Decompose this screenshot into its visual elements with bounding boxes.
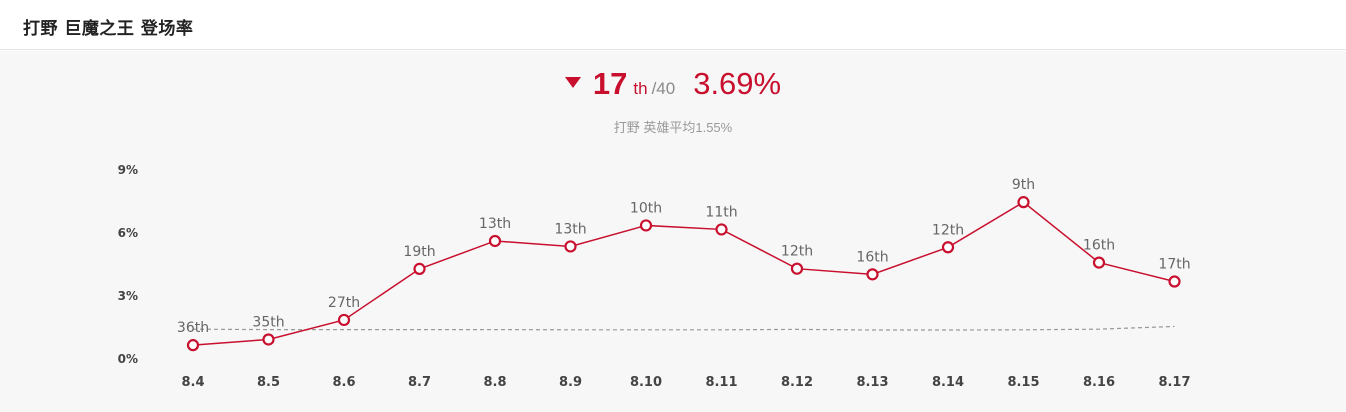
data-label: 13th [554, 221, 586, 237]
data-label: 27th [328, 295, 360, 311]
pick-rate-line [192, 201, 1175, 346]
data-point [186, 339, 200, 352]
data-label: 12th [781, 244, 813, 260]
data-point [1092, 256, 1106, 269]
rank-summary: 17 th/40 3.69% [0, 66, 1346, 106]
data-point [790, 262, 804, 275]
data-label: 19th [403, 244, 435, 260]
pick-rate-value: 3.69% [693, 66, 782, 101]
y-tick-label: 6% [118, 226, 138, 240]
data-label: 13th [479, 216, 511, 232]
x-tick-label: 8.11 [705, 375, 737, 390]
chart-panel [0, 51, 1346, 412]
x-tick-label: 8.7 [408, 375, 431, 390]
data-label: 16th [1083, 238, 1115, 254]
x-tick-label: 8.5 [257, 375, 280, 390]
x-tick-label: 8.16 [1083, 375, 1115, 390]
y-tick-label: 3% [118, 289, 138, 303]
data-label: 35th [252, 314, 284, 330]
data-label: 9th [1012, 177, 1035, 193]
x-tick-label: 8.10 [630, 375, 662, 390]
data-label: 10th [630, 200, 662, 216]
x-tick-label: 8.8 [483, 375, 506, 390]
x-tick-label: 8.17 [1158, 375, 1190, 390]
page-title: 打野 巨魔之王 登场率 [23, 19, 194, 39]
x-tick-label: 8.14 [932, 375, 964, 390]
y-tick-label: 0% [118, 352, 138, 366]
average-subtitle: 打野 英雄平均1.55% [613, 120, 733, 135]
data-label: 11th [705, 204, 737, 220]
x-tick-label: 8.13 [856, 375, 888, 390]
data-point [564, 240, 577, 253]
x-tick-label: 8.4 [181, 375, 204, 390]
y-tick-label: 9% [118, 163, 138, 177]
data-point [1017, 196, 1030, 209]
data-point [413, 262, 426, 276]
rank-suffix: th [633, 79, 648, 98]
x-tick-label: 8.9 [559, 375, 582, 390]
data-label: 36th [177, 320, 209, 336]
data-point [715, 223, 728, 236]
data-label: 17th [1158, 257, 1190, 273]
x-tick-label: 8.6 [332, 375, 355, 390]
rank-total: /40 [651, 79, 676, 98]
page-header: 打野 巨魔之王 登场率 [0, 0, 1346, 50]
data-label: 12th [932, 222, 964, 238]
x-tick-label: 8.15 [1007, 375, 1039, 390]
rank-value: 17 [592, 66, 628, 101]
x-tick-label: 8.12 [781, 375, 813, 390]
average-line [192, 325, 1175, 331]
data-label: 16th [856, 249, 888, 265]
data-point [1168, 275, 1181, 288]
data-point [337, 313, 351, 327]
data-point [639, 219, 653, 232]
data-point [488, 234, 502, 248]
down-triangle-icon [564, 77, 581, 88]
data-point [941, 241, 955, 254]
data-point [262, 333, 275, 346]
data-point [866, 268, 879, 281]
